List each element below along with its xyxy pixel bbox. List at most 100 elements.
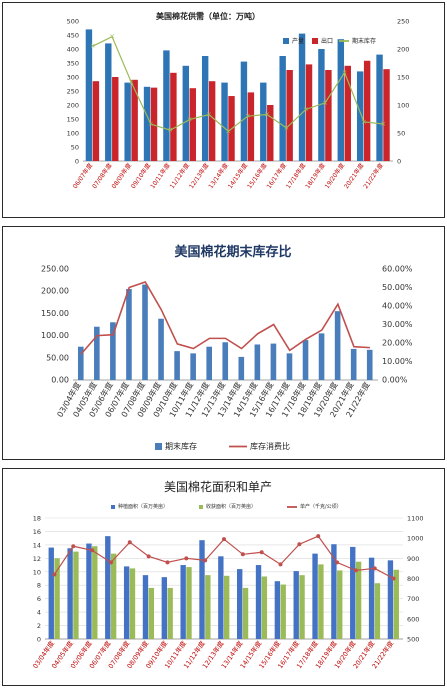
chart-title: 美国棉花面积和单产 (164, 479, 272, 494)
legend-label: 收获面积（百万英亩） (206, 503, 256, 510)
bar (112, 77, 119, 161)
series-line (92, 35, 384, 133)
y-tick-label: 0 (75, 158, 79, 166)
y-tick-label: 2 (37, 622, 41, 630)
bar (85, 29, 93, 162)
bar (143, 86, 151, 161)
y-tick-label: 100 (67, 130, 79, 138)
bar (142, 284, 148, 380)
y-tick-label: 4 (37, 609, 41, 617)
series-line (80, 280, 371, 355)
chart-area-yield-svg: 美国棉花面积和单产 0 2 4 6 8 10 12 14 16 18 500 600 700 800 900… (30, 479, 423, 670)
line-point (184, 556, 189, 561)
y2-tick-label: 700 (407, 595, 419, 603)
bar (92, 546, 98, 639)
bar (208, 81, 216, 161)
chart-stock-ratio-svg: 美国棉花期末库存比 0.00 50.00 100.00 150.00 200.00 250… (41, 244, 413, 451)
line-point (52, 572, 57, 577)
bar (142, 575, 149, 639)
bar (54, 558, 60, 639)
bar (286, 70, 293, 161)
chart-supply-demand-svg: 美国棉花供需（单位：万吨） 0 50 100 150 200 250 300 350 400 45… (67, 11, 410, 190)
bar (218, 556, 224, 639)
bar (129, 568, 136, 639)
chart-title: 美国棉花供需（单位：万吨） (156, 11, 260, 21)
bar (318, 49, 325, 161)
y2-tick-label: 20.00% (382, 339, 413, 348)
y2-tick-label: 900 (407, 555, 419, 563)
chart-area-yield: 美国棉花面积和单产 0 2 4 6 8 10 12 14 16 18 500 600 700 800 900… (2, 468, 445, 686)
legend-label: 产量 (292, 37, 304, 45)
bar (261, 576, 268, 639)
bar (337, 39, 345, 162)
bar (374, 583, 381, 639)
line-point: × (90, 42, 96, 50)
y-tick-label: 250 (67, 88, 79, 96)
bar (298, 33, 306, 161)
line-point (297, 542, 302, 547)
legend-label: 期末库存 (165, 441, 197, 451)
y-tick-label: 200 (67, 102, 79, 110)
y2-tick-label: 50.00% (382, 283, 413, 292)
y2-tick-label: 10.00% (382, 357, 413, 366)
line-point (146, 554, 151, 559)
bar (293, 571, 299, 639)
legend-label: 种植面积（百万英亩） (118, 503, 168, 510)
bar (161, 577, 168, 639)
bar (201, 56, 209, 161)
y-tick-label: 100.00 (41, 331, 69, 340)
line-point (222, 537, 226, 542)
line-point (353, 568, 358, 573)
bar (77, 346, 84, 380)
line-point (108, 560, 113, 565)
bar (325, 70, 332, 161)
bar (182, 65, 190, 161)
y2-tick-label: 150 (397, 74, 409, 82)
line-point (316, 534, 321, 539)
line-point (90, 548, 95, 553)
line-point: × (342, 69, 348, 77)
y2-tick-label: 0 (397, 158, 401, 166)
bar (299, 575, 305, 639)
y2-tick-label: 100 (397, 102, 409, 110)
y-tick-label: 150.00 (41, 309, 69, 318)
line-point (391, 576, 396, 581)
line-point: × (129, 79, 135, 87)
bar (279, 56, 286, 161)
y-tick-label: 250.00 (41, 265, 69, 274)
y-tick-label: 10 (33, 568, 41, 576)
bar (126, 288, 132, 380)
line-point: × (322, 99, 328, 107)
bar (237, 569, 243, 639)
y2-tick-label: 50 (397, 130, 405, 138)
bar (267, 105, 274, 161)
y-tick-label: 50.00 (46, 353, 69, 362)
y-tick-label: 8 (37, 582, 41, 590)
y2-tick-label: 800 (407, 575, 419, 583)
bar (356, 71, 364, 161)
legend-label: 单产（千克/公顷） (300, 503, 342, 510)
bar (224, 575, 230, 639)
line-point: × (361, 118, 367, 126)
line-point (372, 566, 377, 571)
bar (206, 346, 213, 380)
bar (180, 565, 186, 639)
bar (302, 340, 309, 380)
y-tick-label: 12 (33, 555, 41, 563)
bar (189, 88, 196, 161)
bar (190, 353, 196, 380)
bar (286, 353, 293, 380)
bar (48, 547, 54, 639)
legend-swatch (312, 38, 318, 44)
legend-swatch (199, 505, 203, 509)
bar (344, 65, 351, 161)
y-tick-label: 0 (37, 636, 41, 644)
bar (73, 551, 79, 639)
bar (383, 69, 390, 161)
legend-swatch (283, 38, 289, 44)
line-point (203, 558, 208, 563)
line-point (165, 560, 170, 565)
bar (150, 87, 158, 161)
line-point: × (284, 124, 290, 132)
y-tick-label: 300 (67, 74, 79, 82)
